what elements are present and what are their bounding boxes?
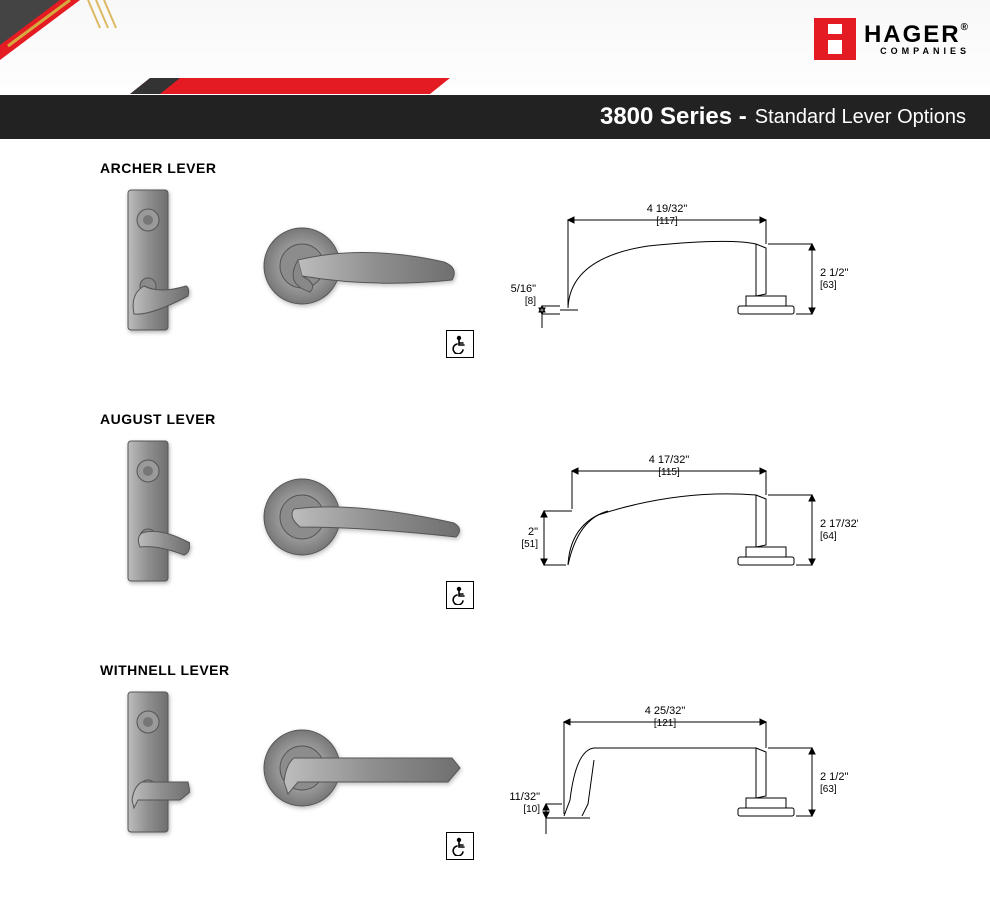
svg-text:4 19/32": 4 19/32"	[647, 203, 688, 215]
lever-section-withnell: WITHNELL LEVER	[100, 662, 950, 875]
dimension-drawing: 4 25/32" [121] 2 1/2" [63] 11/32" [10]	[498, 688, 950, 875]
svg-text:2 1/2": 2 1/2"	[820, 267, 848, 279]
escutcheon-image	[100, 186, 210, 336]
red-accent-bar	[130, 78, 450, 94]
escutcheon-image	[100, 437, 210, 587]
escutcheon-image	[100, 688, 210, 838]
ada-icon	[446, 832, 474, 860]
brand-subtitle: COMPANIES	[880, 47, 970, 56]
svg-text:5/16": 5/16"	[511, 283, 536, 295]
svg-text:[10]: [10]	[523, 804, 540, 815]
svg-text:[51]: [51]	[521, 539, 538, 550]
brand-logo: HAGER® COMPANIES	[814, 18, 970, 60]
svg-text:[64]: [64]	[820, 531, 837, 542]
title-bar: 3800 Series - Standard Lever Options	[0, 95, 990, 139]
dimension-drawing: 4 17/32" [115] 2 17/32" [64] 2" [51]	[498, 437, 950, 624]
svg-text:[121]: [121]	[654, 718, 676, 729]
svg-text:[115]: [115]	[658, 467, 680, 478]
svg-text:11/32": 11/32"	[509, 791, 540, 803]
lever-section-archer: ARCHER LEVER	[100, 160, 950, 373]
dimension-drawing: 4 19/32" [117] 2 1/2" [63] 5/16" [8]	[498, 186, 950, 373]
brand-logo-icon	[814, 18, 856, 60]
corner-accent	[0, 0, 120, 70]
rose-lever-image	[234, 437, 474, 609]
svg-text:2 1/2": 2 1/2"	[820, 771, 848, 783]
svg-text:[63]: [63]	[820, 280, 837, 291]
lever-section-august: AUGUST LEVER	[100, 411, 950, 624]
svg-text:2 17/32": 2 17/32"	[820, 518, 858, 530]
svg-text:[8]: [8]	[525, 296, 536, 307]
svg-text:[117]: [117]	[656, 216, 678, 227]
svg-text:2": 2"	[528, 526, 538, 538]
content-area: ARCHER LEVER	[0, 150, 990, 913]
lever-name: WITHNELL LEVER	[100, 662, 950, 678]
lever-name: AUGUST LEVER	[100, 411, 950, 427]
brand-name: HAGER®	[864, 23, 970, 47]
rose-lever-image	[234, 186, 474, 358]
svg-text:4 17/32": 4 17/32"	[649, 454, 690, 466]
lever-name: ARCHER LEVER	[100, 160, 950, 176]
svg-text:[63]: [63]	[820, 784, 837, 795]
svg-text:4 25/32": 4 25/32"	[645, 705, 686, 717]
ada-icon	[446, 330, 474, 358]
series-subtitle: Standard Lever Options	[755, 106, 966, 129]
rose-lever-image	[234, 688, 474, 860]
series-title: 3800 Series -	[600, 103, 747, 131]
ada-icon	[446, 581, 474, 609]
